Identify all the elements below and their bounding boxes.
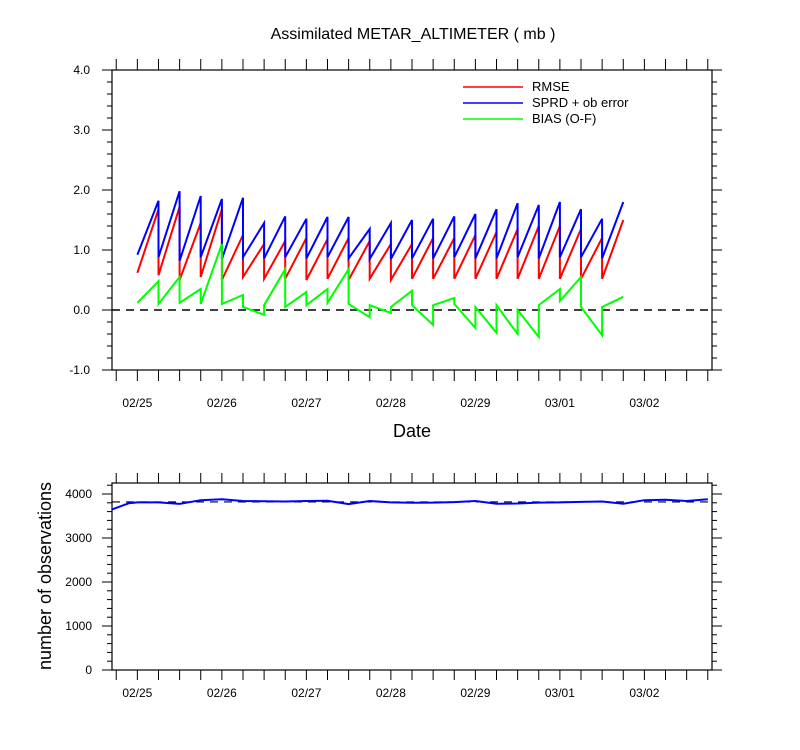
bottom-plot-area: 02/25 02/26 02/27 02/28 02/29 03/01 03/02 0 1000…	[65, 473, 722, 700]
x-tick-label: 03/02	[629, 686, 659, 700]
x-tick-label: 03/01	[545, 686, 575, 700]
y-tick-label: 1000	[65, 619, 92, 633]
sprd-line	[136, 190, 625, 263]
y-tick-label: 0	[85, 663, 92, 677]
observations-line	[111, 498, 708, 511]
y-tick-label: 4.0	[73, 63, 90, 77]
x-tick-label: 02/25	[122, 686, 152, 700]
x-axis-title: Date	[393, 421, 431, 441]
x-tick-label: 03/01	[545, 396, 575, 410]
y-tick-label: 2000	[65, 575, 92, 589]
y-axis-title: number of observations	[35, 482, 55, 670]
legend-label: SPRD + ob error	[532, 95, 629, 110]
y-tick-label: 4000	[65, 487, 92, 501]
chart-title: Assimilated METAR_ALTIMETER ( mb )	[271, 26, 556, 43]
y-tick-label: 0.0	[73, 303, 90, 317]
x-tick-label: 02/29	[460, 396, 490, 410]
y-tick-label: 3000	[65, 531, 92, 545]
top-plot-area: 02/25 02/26 02/27 02/28 02/29 03/01 03/02 -1.0 0…	[69, 59, 722, 410]
rmse-line	[136, 206, 625, 284]
x-tick-label: 02/26	[207, 686, 237, 700]
x-tick-label: 02/27	[291, 396, 321, 410]
x-tick-label: 02/25	[122, 396, 152, 410]
bias-line	[136, 243, 624, 340]
y-tick-label: 2.0	[73, 183, 90, 197]
legend-label: BIAS (O-F)	[532, 111, 596, 126]
x-tick-label: 02/28	[376, 686, 406, 700]
y-tick-label: 3.0	[73, 123, 90, 137]
y-tick-label: -1.0	[69, 363, 90, 377]
y-tick-label: 1.0	[73, 243, 90, 257]
x-tick-label: 02/29	[460, 686, 490, 700]
legend-label: RMSE	[532, 79, 570, 94]
x-tick-label: 03/02	[629, 396, 659, 410]
x-tick-label: 02/26	[207, 396, 237, 410]
x-tick-label: 02/28	[376, 396, 406, 410]
x-tick-label: 02/27	[291, 686, 321, 700]
plot-frame	[111, 482, 713, 671]
